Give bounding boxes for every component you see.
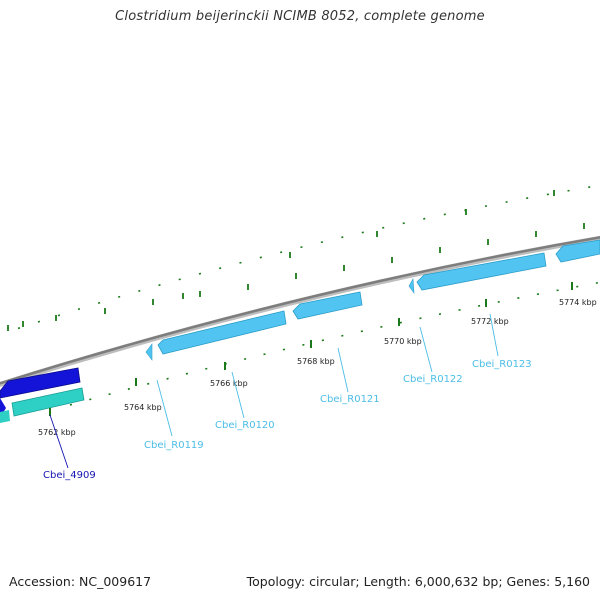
gene-label[interactable]: Cbei_4909 bbox=[43, 470, 96, 481]
rna-cbei-r0123[interactable] bbox=[416, 252, 547, 291]
gene-label[interactable]: Cbei_R0120 bbox=[215, 420, 275, 431]
rna-cbei-r0121[interactable] bbox=[292, 291, 363, 320]
label-leaders bbox=[49, 313, 499, 469]
scale-tick-label: 5764 kbp bbox=[124, 403, 162, 412]
scale-tick-label: 5766 kbp bbox=[210, 379, 248, 388]
map-title: Clostridium beijerinckii NCIMB 8052, com… bbox=[115, 9, 485, 24]
scale-tick-label: 5770 kbp bbox=[384, 337, 422, 346]
scale-tick-label: 5762 kbp bbox=[38, 428, 76, 437]
scale-tick-label: 5768 kbp bbox=[297, 357, 335, 366]
gene-label[interactable]: Cbei_R0122 bbox=[403, 374, 463, 385]
gene-label-leader bbox=[419, 326, 433, 373]
gene-labels: Cbei_4909 Cbei_R0119 Cbei_R0120 Cbei_R0121 C… bbox=[43, 359, 532, 481]
rna-next[interactable] bbox=[555, 239, 600, 263]
backbone-line bbox=[0, 236, 600, 385]
gene-label-leader bbox=[49, 414, 69, 469]
major-ticks: 5762 kbp 5764 kbp 5766 kbp 5768 kbp 5770 kbp… bbox=[7, 190, 597, 437]
scale-tick-label: 5772 kbp bbox=[471, 317, 509, 326]
gene-label-leader bbox=[231, 371, 245, 419]
gene-label-leader bbox=[156, 379, 173, 437]
genome-backbone bbox=[0, 235, 600, 387]
gene-label-leader bbox=[489, 313, 499, 357]
rna-cbei-r0119[interactable] bbox=[145, 343, 153, 361]
gene-label-leader bbox=[337, 347, 349, 393]
rna-cbei-r0120[interactable] bbox=[157, 310, 287, 355]
gene-label[interactable]: Cbei_R0123 bbox=[472, 359, 532, 370]
gene-label[interactable]: Cbei_R0121 bbox=[320, 394, 380, 405]
accession-text: Accession: NC_009617 bbox=[9, 574, 152, 589]
genome-stats-text: Topology: circular; Length: 6,000,632 bp… bbox=[246, 574, 590, 589]
cds-reverse-fragment[interactable] bbox=[0, 410, 10, 423]
cds-cbei-4909[interactable] bbox=[0, 367, 81, 399]
rna-cbei-r0122[interactable] bbox=[408, 277, 415, 295]
feature-track bbox=[0, 239, 600, 423]
cds-reverse-1[interactable] bbox=[11, 387, 85, 417]
gene-label[interactable]: Cbei_R0119 bbox=[144, 440, 204, 451]
scale-tick-label: 5774 kbp bbox=[559, 298, 597, 307]
